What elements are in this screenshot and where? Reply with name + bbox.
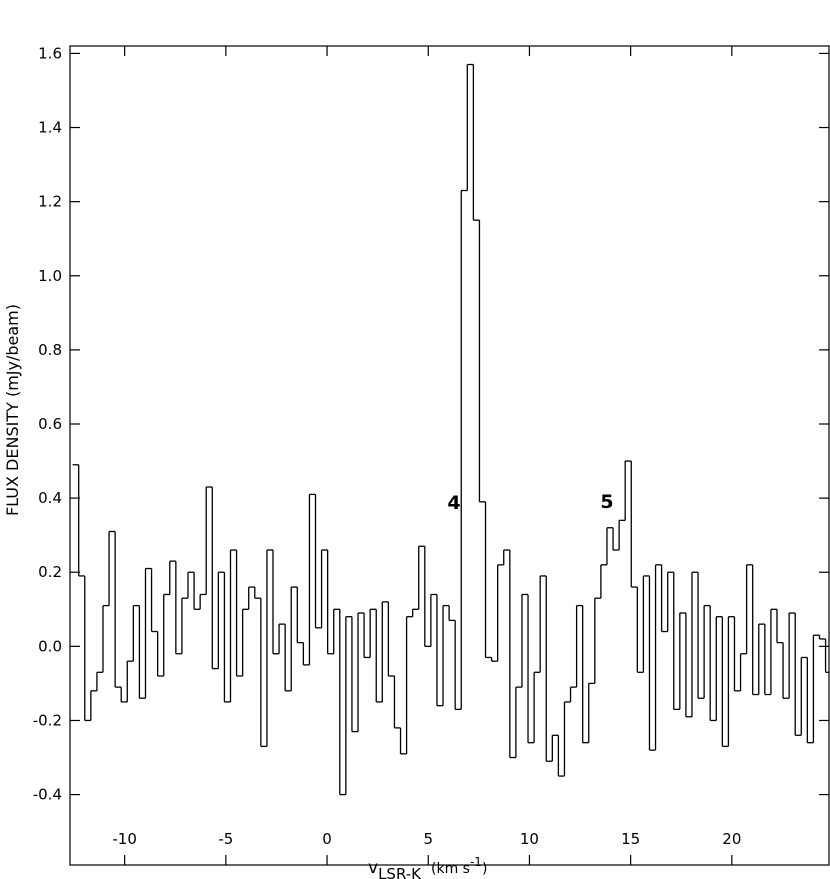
x-label-main: v bbox=[368, 858, 378, 878]
y-tick-label: 0.4 bbox=[38, 489, 62, 507]
peak-label: 4 bbox=[447, 492, 460, 514]
x-label-sub: LSR-K bbox=[378, 865, 422, 879]
y-tick-label: -0.2 bbox=[33, 711, 62, 729]
y-tick-label: 0.6 bbox=[38, 415, 62, 433]
x-label-close: ) bbox=[482, 861, 487, 877]
plot-frame bbox=[69, 45, 830, 866]
x-tick-label: 5 bbox=[423, 830, 433, 848]
x-axis-label: vLSR-K (km s-1) bbox=[368, 855, 487, 879]
y-tick-label: -0.4 bbox=[33, 786, 62, 804]
y-tick-label: 1.4 bbox=[38, 119, 62, 137]
x-tick-label: 20 bbox=[722, 830, 741, 848]
x-label-unit: (km s bbox=[431, 861, 470, 877]
x-tick-label: -10 bbox=[112, 830, 137, 848]
y-tick-label: 0.0 bbox=[38, 637, 62, 655]
y-tick-label: 1.0 bbox=[38, 267, 62, 285]
y-tick-label: 1.6 bbox=[38, 44, 62, 62]
x-tick-label: 10 bbox=[520, 830, 539, 848]
x-tick-label: 0 bbox=[322, 830, 332, 848]
peak-label: 5 bbox=[600, 491, 613, 513]
x-tick-label: -5 bbox=[218, 830, 233, 848]
step-risers bbox=[78, 64, 827, 795]
y-tick-label: 1.2 bbox=[38, 193, 62, 211]
y-axis-label: FLUX DENSITY (mJy/beam) bbox=[3, 304, 22, 516]
y-tick-label: 0.2 bbox=[38, 563, 62, 581]
x-tick-label: 15 bbox=[621, 830, 640, 848]
y-tick-label: 0.8 bbox=[38, 341, 62, 359]
x-label-sup: -1 bbox=[470, 855, 482, 869]
plot-area bbox=[72, 63, 829, 796]
